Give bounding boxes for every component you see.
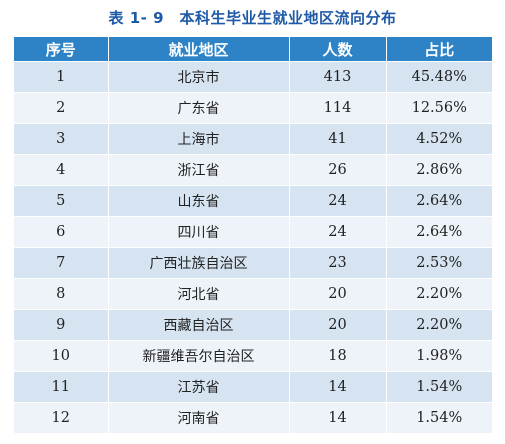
table-row: 9 西藏自治区 20 2.20%	[14, 309, 492, 341]
cell-no: 4	[14, 154, 109, 186]
cell-region: 山东省	[108, 185, 290, 217]
cell-no: 12	[14, 402, 109, 433]
cell-count: 20	[289, 278, 387, 310]
cell-region: 新疆维吾尔自治区	[108, 340, 290, 372]
cell-ratio: 4.52%	[386, 123, 492, 155]
cell-no: 3	[14, 123, 109, 155]
cell-region: 四川省	[108, 216, 290, 248]
cell-ratio: 12.56%	[386, 92, 492, 124]
cell-ratio: 2.20%	[386, 309, 492, 341]
cell-no: 5	[14, 185, 109, 217]
cell-region: 河北省	[108, 278, 290, 310]
header-count: 人数	[289, 37, 387, 62]
region-table-container: 序号 就业地区 人数 占比 1 北京市 413 45.48% 2 广东省 114…	[14, 37, 492, 433]
cell-no: 1	[14, 61, 109, 93]
cell-ratio: 2.53%	[386, 247, 492, 279]
cell-region: 北京市	[108, 61, 290, 93]
cell-region: 河南省	[108, 402, 290, 433]
cell-ratio: 2.64%	[386, 216, 492, 248]
cell-ratio: 1.54%	[386, 402, 492, 433]
cell-ratio: 1.98%	[386, 340, 492, 372]
cell-region: 上海市	[108, 123, 290, 155]
cell-ratio: 1.54%	[386, 371, 492, 403]
cell-count: 413	[289, 61, 387, 93]
cell-region: 浙江省	[108, 154, 290, 186]
cell-count: 23	[289, 247, 387, 279]
header-ratio: 占比	[386, 37, 492, 62]
cell-region: 西藏自治区	[108, 309, 290, 341]
table-row: 2 广东省 114 12.56%	[14, 92, 492, 124]
region-distribution-table: 序号 就业地区 人数 占比 1 北京市 413 45.48% 2 广东省 114…	[14, 37, 492, 433]
table-row: 11 江苏省 14 1.54%	[14, 371, 492, 403]
table-row: 4 浙江省 26 2.86%	[14, 154, 492, 186]
cell-ratio: 2.64%	[386, 185, 492, 217]
table-header-row: 序号 就业地区 人数 占比	[14, 37, 492, 62]
cell-region: 广西壮族自治区	[108, 247, 290, 279]
cell-count: 114	[289, 92, 387, 124]
cell-no: 2	[14, 92, 109, 124]
cell-ratio: 2.20%	[386, 278, 492, 310]
table-title: 表 1- 9 本科生毕业生就业地区流向分布	[108, 9, 397, 27]
table-row: 6 四川省 24 2.64%	[14, 216, 492, 248]
cell-count: 14	[289, 371, 387, 403]
table-row: 3 上海市 41 4.52%	[14, 123, 492, 155]
table-row: 7 广西壮族自治区 23 2.53%	[14, 247, 492, 279]
cell-ratio: 45.48%	[386, 61, 492, 93]
cell-region: 江苏省	[108, 371, 290, 403]
cell-no: 9	[14, 309, 109, 341]
cell-count: 24	[289, 185, 387, 217]
table-row: 10 新疆维吾尔自治区 18 1.98%	[14, 340, 492, 372]
cell-count: 26	[289, 154, 387, 186]
cell-count: 14	[289, 402, 387, 433]
header-region: 就业地区	[108, 37, 290, 62]
cell-no: 10	[14, 340, 109, 372]
cell-count: 20	[289, 309, 387, 341]
table-row: 12 河南省 14 1.54%	[14, 402, 492, 433]
cell-region: 广东省	[108, 92, 290, 124]
cell-count: 24	[289, 216, 387, 248]
cell-count: 41	[289, 123, 387, 155]
header-no: 序号	[14, 37, 109, 62]
table-row: 8 河北省 20 2.20%	[14, 278, 492, 310]
cell-count: 18	[289, 340, 387, 372]
table-row: 5 山东省 24 2.64%	[14, 185, 492, 217]
cell-no: 7	[14, 247, 109, 279]
cell-no: 6	[14, 216, 109, 248]
cell-ratio: 2.86%	[386, 154, 492, 186]
cell-no: 8	[14, 278, 109, 310]
table-row: 1 北京市 413 45.48%	[14, 61, 492, 93]
cell-no: 11	[14, 371, 109, 403]
